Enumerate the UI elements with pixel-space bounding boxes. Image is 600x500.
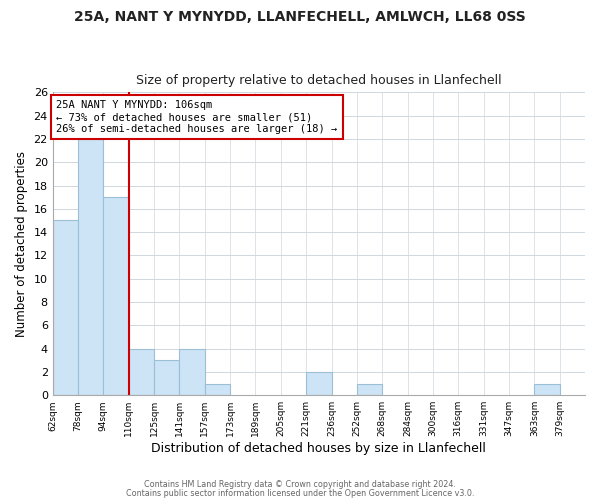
- Bar: [103, 197, 129, 395]
- Title: Size of property relative to detached houses in Llanfechell: Size of property relative to detached ho…: [136, 74, 502, 87]
- Bar: [179, 348, 205, 395]
- Bar: [78, 139, 103, 395]
- Text: Contains HM Land Registry data © Crown copyright and database right 2024.: Contains HM Land Registry data © Crown c…: [144, 480, 456, 489]
- Bar: [53, 220, 78, 395]
- Bar: [129, 348, 154, 395]
- Text: 25A NANT Y MYNYDD: 106sqm
← 73% of detached houses are smaller (51)
26% of semi-: 25A NANT Y MYNYDD: 106sqm ← 73% of detac…: [56, 100, 338, 134]
- Bar: [357, 384, 382, 395]
- Text: 25A, NANT Y MYNYDD, LLANFECHELL, AMLWCH, LL68 0SS: 25A, NANT Y MYNYDD, LLANFECHELL, AMLWCH,…: [74, 10, 526, 24]
- Bar: [306, 372, 332, 395]
- Y-axis label: Number of detached properties: Number of detached properties: [15, 151, 28, 337]
- Bar: [154, 360, 179, 395]
- Bar: [205, 384, 230, 395]
- Text: Contains public sector information licensed under the Open Government Licence v3: Contains public sector information licen…: [126, 488, 474, 498]
- X-axis label: Distribution of detached houses by size in Llanfechell: Distribution of detached houses by size …: [151, 442, 486, 455]
- Bar: [535, 384, 560, 395]
